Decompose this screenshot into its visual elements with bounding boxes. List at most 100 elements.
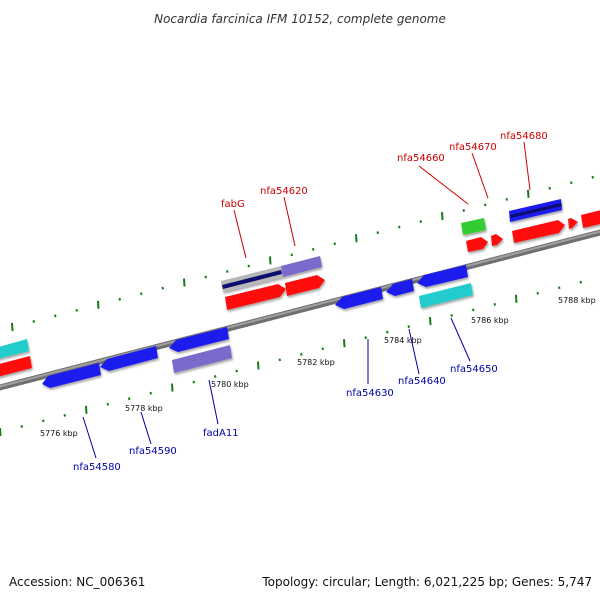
- major-tick: [441, 211, 444, 221]
- minor-tick: [364, 336, 367, 340]
- minor-tick: [386, 330, 389, 334]
- gene-nfa54680-navy[interactable]: [510, 203, 562, 218]
- minor-tick: [462, 209, 465, 212]
- minor-tick: [312, 247, 315, 251]
- minor-tick: [32, 320, 35, 323]
- gene-label-nfa54640[interactable]: nfa54640: [398, 376, 446, 387]
- gene-nfa54660[interactable]: [461, 218, 486, 235]
- minor-tick: [300, 352, 303, 356]
- minor-tick: [290, 253, 293, 257]
- accession-text: Accession: NC_006361: [9, 575, 145, 589]
- minor-tick: [140, 292, 143, 296]
- major-tick: [343, 339, 346, 348]
- minor-tick: [278, 358, 281, 362]
- gene-labels-top: fabG nfa54620 nfa54660 nfa54670 nfa54680: [221, 131, 548, 210]
- minor-tick: [376, 231, 379, 235]
- genome-summary-text: Topology: circular; Length: 6,021,225 bp…: [261, 575, 592, 589]
- major-tick: [183, 278, 186, 287]
- gene-label-nfa54670[interactable]: nfa54670: [449, 142, 497, 153]
- gene-fabG-navy[interactable]: [222, 270, 282, 289]
- minor-tick: [398, 225, 401, 229]
- gene-label-nfa54580[interactable]: nfa54580: [73, 462, 121, 473]
- gene-nfa54620[interactable]: [281, 256, 322, 277]
- gene-nfa54670[interactable]: [491, 234, 503, 246]
- minor-tick: [42, 419, 45, 423]
- upper-strand-genes: [221, 199, 600, 310]
- minor-tick: [204, 275, 207, 279]
- scale-label-5780: 5780 kbp: [211, 380, 249, 389]
- major-tick: [97, 300, 100, 309]
- gene-red-fabG[interactable]: [225, 284, 286, 310]
- minor-tick: [536, 291, 539, 295]
- gene-upper-blue-3[interactable]: [169, 327, 229, 352]
- minor-tick: [484, 203, 487, 207]
- minor-tick: [321, 347, 324, 351]
- scale-ticks-upper: [11, 175, 594, 332]
- scale-label-5778: 5778 kbp: [125, 404, 163, 413]
- minor-tick: [192, 380, 195, 384]
- minor-tick: [591, 175, 594, 179]
- minor-tick: [226, 270, 229, 273]
- major-tick: [527, 189, 530, 198]
- gene-label-nfa54680[interactable]: nfa54680: [500, 131, 548, 142]
- major-tick: [11, 322, 14, 332]
- minor-tick: [106, 402, 109, 406]
- scale-label-5788: 5788 kbp: [558, 296, 596, 305]
- gene-red-small-right[interactable]: [568, 218, 578, 229]
- scale-ticks-lower: [0, 280, 582, 437]
- gene-label-nfa54660[interactable]: nfa54660: [397, 153, 445, 164]
- gene-red-nfa54680[interactable]: [512, 220, 565, 243]
- minor-tick: [149, 391, 152, 395]
- genome-backbone: [0, 229, 600, 391]
- lower-strand-genes: [0, 265, 473, 388]
- gene-nfa54580[interactable]: [42, 363, 101, 388]
- gene-label-nfa54620[interactable]: nfa54620: [260, 186, 308, 197]
- minor-tick: [118, 297, 121, 301]
- gene-label-nfa54630[interactable]: nfa54630: [346, 388, 394, 399]
- gene-cyan-left[interactable]: [0, 339, 29, 359]
- gene-nfa54650[interactable]: [419, 283, 473, 308]
- minor-tick: [450, 314, 453, 317]
- major-tick: [171, 383, 174, 392]
- gene-nfa54630[interactable]: [335, 287, 383, 309]
- gene-label-fadA11[interactable]: fadA11: [203, 428, 239, 439]
- gene-label-nfa54650[interactable]: nfa54650: [450, 364, 498, 375]
- minor-tick: [505, 197, 508, 201]
- minor-tick: [63, 413, 66, 417]
- gene-red-edge-right[interactable]: [581, 209, 600, 228]
- minor-tick: [472, 308, 475, 312]
- minor-tick: [579, 280, 582, 284]
- gene-nfa54640[interactable]: [386, 279, 414, 296]
- major-tick: [429, 316, 432, 326]
- map-title: Nocardia farcinica IFM 10152, complete g…: [154, 12, 446, 26]
- major-tick: [355, 234, 358, 243]
- leader-lines: [82, 141, 531, 459]
- gene-labels-bottom: nfa54580 nfa54590 fadA11 nfa54630 nfa546…: [73, 364, 498, 473]
- minor-tick: [558, 286, 561, 290]
- gene-red-left[interactable]: [0, 356, 32, 377]
- minor-tick: [333, 242, 336, 246]
- gene-label-fabG[interactable]: fabG: [221, 199, 245, 210]
- scale-labels: 5776 kbp 5778 kbp 5780 kbp 5782 kbp 5784…: [40, 296, 596, 438]
- major-tick: [515, 294, 518, 303]
- scale-label-5786: 5786 kbp: [471, 316, 509, 325]
- gene-upper-blue-6[interactable]: [417, 265, 468, 287]
- minor-tick: [54, 314, 57, 318]
- minor-tick: [419, 220, 422, 223]
- gene-red-nfa54620[interactable]: [285, 275, 325, 296]
- gene-label-nfa54590[interactable]: nfa54590: [129, 446, 177, 457]
- minor-tick: [75, 308, 78, 312]
- minor-tick: [247, 264, 250, 268]
- gene-fadA11[interactable]: [172, 345, 232, 373]
- minor-tick: [214, 375, 217, 378]
- minor-tick: [570, 181, 573, 185]
- gene-nfa54660-red[interactable]: [466, 237, 488, 252]
- minor-tick: [493, 302, 496, 306]
- minor-tick: [548, 186, 551, 190]
- major-tick: [269, 256, 272, 265]
- minor-tick: [20, 425, 23, 428]
- minor-tick: [161, 286, 164, 290]
- minor-tick: [235, 369, 238, 373]
- gene-nfa54590[interactable]: [100, 346, 158, 371]
- scale-label-5784: 5784 kbp: [384, 336, 422, 345]
